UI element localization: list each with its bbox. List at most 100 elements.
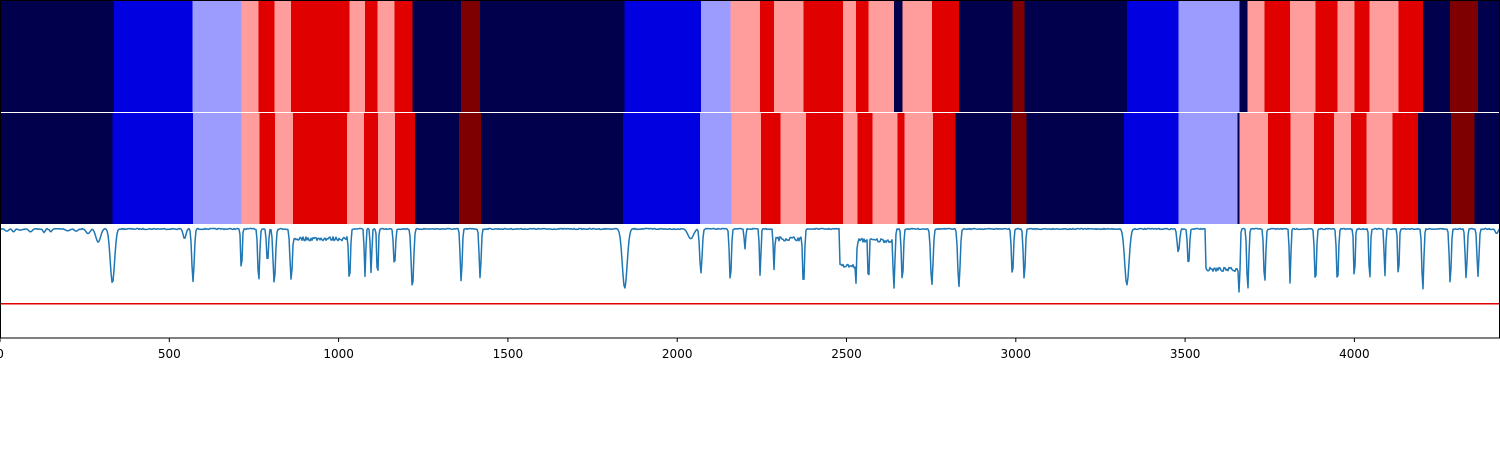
- segment-r1-1: [112, 112, 194, 224]
- segment-r0-39: [1398, 0, 1424, 112]
- segment-r0-1: [114, 0, 193, 112]
- x-tick-label-7: 3500: [1170, 347, 1201, 361]
- segment-r1-9: [378, 112, 396, 224]
- segment-r0-17: [760, 0, 775, 112]
- segment-r0-30: [1178, 0, 1240, 112]
- segment-r0-20: [843, 0, 857, 112]
- segment-r1-31: [1237, 112, 1240, 224]
- segment-r1-37: [1351, 112, 1367, 224]
- segment-r0-28: [1024, 0, 1128, 112]
- x-tick-label-6: 3000: [1001, 347, 1032, 361]
- segment-r0-15: [700, 0, 731, 112]
- segment-r1-29: [1124, 112, 1179, 224]
- segment-r1-13: [480, 112, 624, 224]
- segment-r1-23: [897, 112, 906, 224]
- segment-r1-20: [843, 112, 859, 224]
- segment-r1-34: [1290, 112, 1315, 224]
- segment-r0-10: [394, 0, 414, 112]
- segment-r1-3: [241, 112, 260, 224]
- x-tick-label-5: 2500: [831, 347, 862, 361]
- segment-r1-6: [292, 112, 348, 224]
- heatmap-row-middle: [0, 112, 1500, 224]
- segment-r1-26: [955, 112, 1012, 224]
- segment-r0-37: [1354, 0, 1371, 112]
- segment-r1-10: [395, 112, 416, 224]
- segment-r0-0: [0, 0, 115, 112]
- segment-r0-2: [192, 0, 243, 112]
- segment-r0-5: [274, 0, 292, 112]
- segment-r1-22: [872, 112, 898, 224]
- segment-r1-30: [1178, 112, 1239, 224]
- segment-r0-27: [1012, 0, 1025, 112]
- segment-r1-0: [0, 112, 114, 224]
- segment-r1-7: [347, 112, 365, 224]
- segment-r1-24: [904, 112, 934, 224]
- segment-r0-6: [291, 0, 351, 112]
- segment-r0-24: [902, 0, 933, 112]
- x-axis: 0 500 1000 1500 2000 2500 3000 3500 4000: [0, 338, 1370, 361]
- segment-r1-18: [780, 112, 807, 224]
- segment-r0-36: [1337, 0, 1355, 112]
- series-line: [0, 227, 1500, 293]
- segment-r1-32: [1239, 112, 1269, 224]
- segment-r0-21: [855, 0, 870, 112]
- segment-r0-32: [1247, 0, 1266, 112]
- x-tick-label-2: 1000: [323, 347, 354, 361]
- segment-r0-14: [624, 0, 702, 112]
- segment-r1-21: [857, 112, 874, 224]
- segment-r1-42: [1474, 112, 1500, 224]
- segment-r0-33: [1264, 0, 1291, 112]
- segment-r0-22: [868, 0, 895, 112]
- segment-r1-15: [699, 112, 732, 224]
- segment-r1-19: [805, 112, 844, 224]
- x-tick-label-4: 2000: [662, 347, 693, 361]
- segment-r0-18: [774, 0, 805, 112]
- segment-r0-3: [241, 0, 260, 112]
- segment-r1-5: [274, 112, 294, 224]
- segment-r1-12: [458, 112, 482, 224]
- segment-r0-35: [1315, 0, 1339, 112]
- segment-r1-40: [1418, 112, 1452, 224]
- segment-r0-34: [1290, 0, 1317, 112]
- segment-r0-13: [480, 0, 626, 112]
- segment-r1-33: [1268, 112, 1292, 224]
- segment-r0-25: [931, 0, 960, 112]
- segment-r0-40: [1422, 0, 1451, 112]
- x-tick-label-8: 4000: [1339, 347, 1370, 361]
- x-tick-label-3: 1500: [493, 347, 524, 361]
- segment-r0-16: [730, 0, 761, 112]
- segment-r1-36: [1334, 112, 1352, 224]
- segment-r0-23: [893, 0, 903, 112]
- segment-r0-11: [412, 0, 462, 112]
- segment-r1-39: [1392, 112, 1419, 224]
- segment-r0-41: [1450, 0, 1479, 112]
- segment-r0-9: [377, 0, 396, 112]
- segment-r1-14: [623, 112, 701, 224]
- segment-r0-19: [803, 0, 844, 112]
- segment-r0-26: [958, 0, 1014, 112]
- segment-r0-38: [1369, 0, 1400, 112]
- heatmap-row-top: [0, 0, 1500, 112]
- segment-r0-7: [349, 0, 366, 112]
- segment-r0-42: [1477, 0, 1500, 112]
- line-plot-panel: [0, 225, 1500, 338]
- segment-r1-2: [193, 112, 243, 224]
- x-tick-label-1: 500: [158, 347, 181, 361]
- segment-r1-41: [1450, 112, 1476, 224]
- segment-r1-35: [1313, 112, 1335, 224]
- segment-r1-11: [414, 112, 460, 224]
- segment-r0-4: [258, 0, 275, 112]
- line-plot-background: [0, 225, 1500, 338]
- segment-r0-29: [1126, 0, 1179, 112]
- segment-r1-38: [1366, 112, 1393, 224]
- segment-r0-31: [1239, 0, 1249, 112]
- segment-r1-27: [1011, 112, 1028, 224]
- x-tick-label-0: 0: [0, 347, 4, 361]
- segment-r0-12: [461, 0, 481, 112]
- segment-r0-8: [365, 0, 379, 112]
- segment-r1-25: [932, 112, 957, 224]
- segment-r1-8: [364, 112, 379, 224]
- segment-r1-17: [761, 112, 782, 224]
- segment-r1-28: [1026, 112, 1125, 224]
